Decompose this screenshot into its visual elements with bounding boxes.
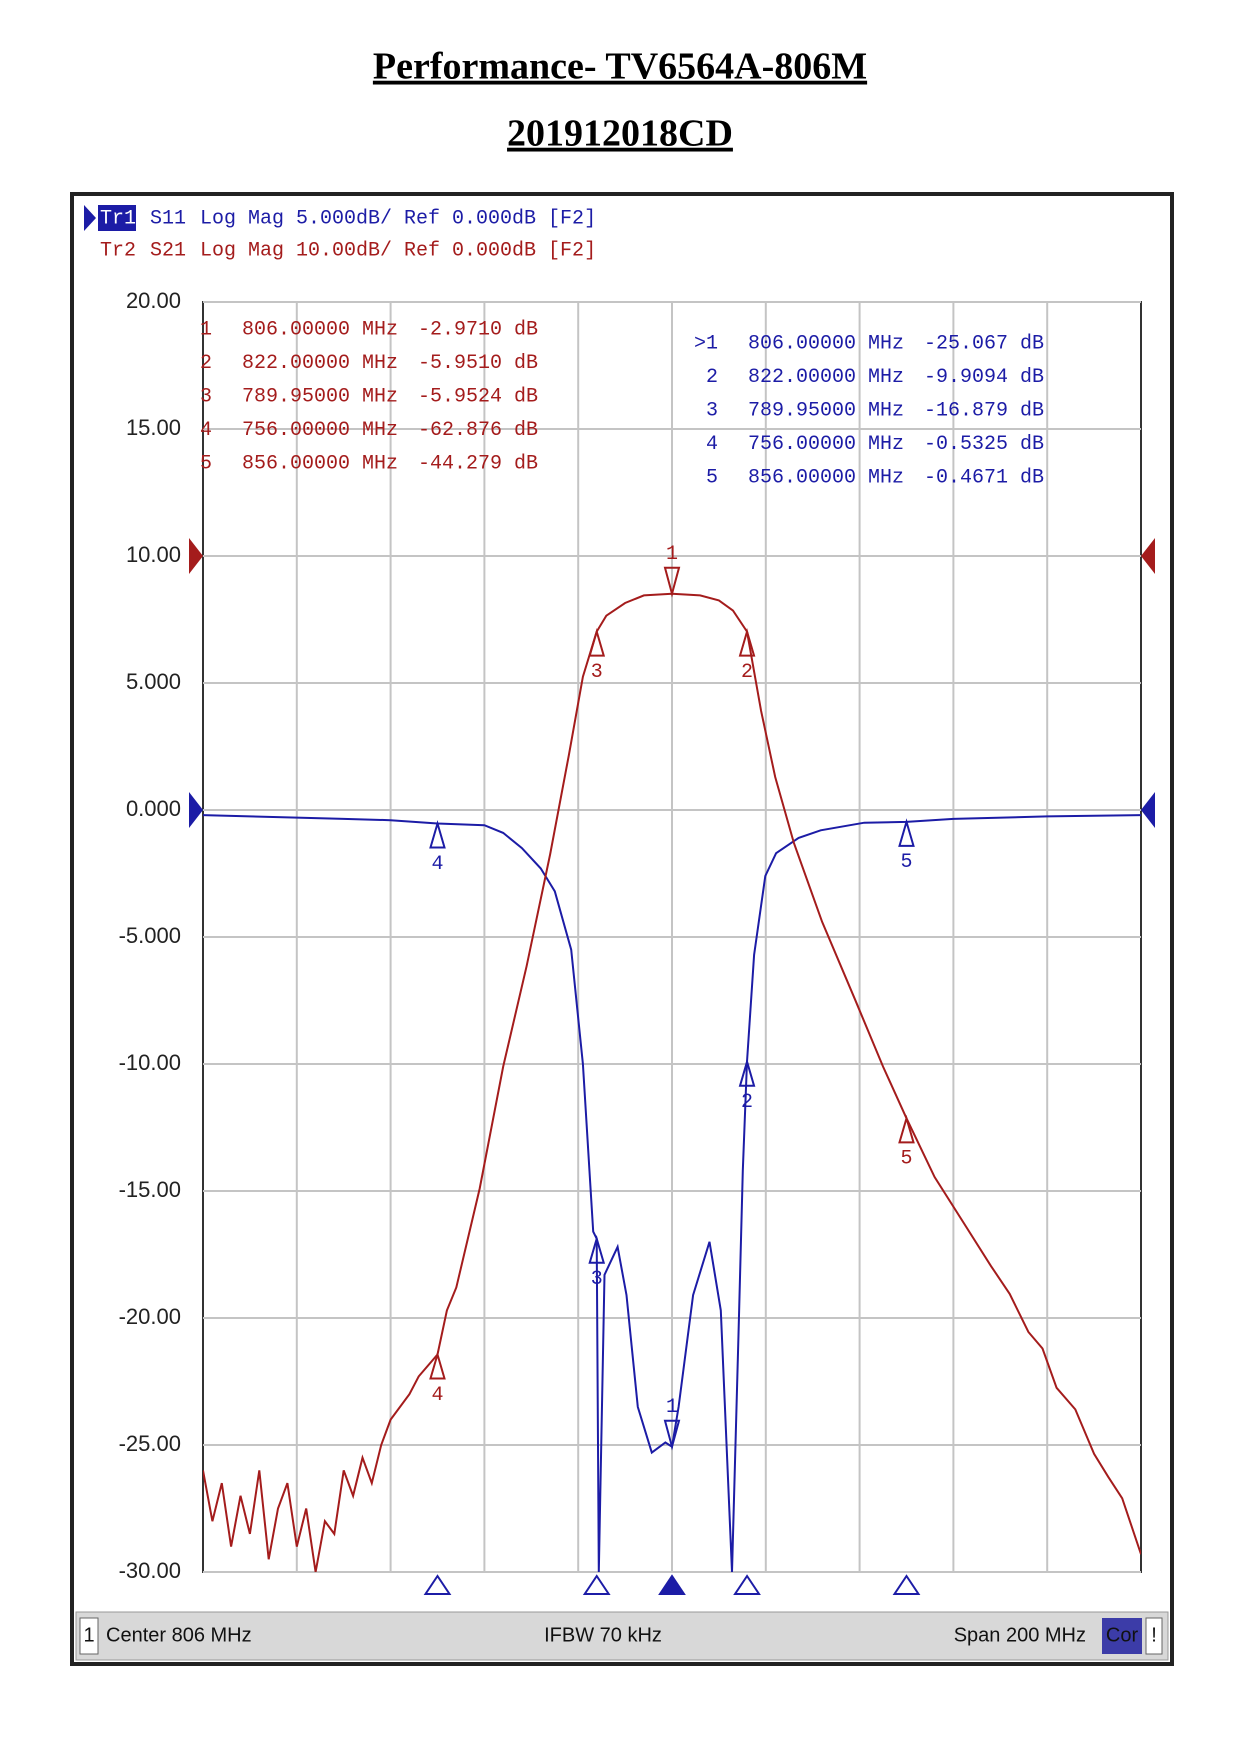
marker-triangle bbox=[588, 1235, 606, 1264]
marker-triangle bbox=[429, 819, 446, 849]
marker-table-value: -2.9710 dB bbox=[418, 318, 538, 341]
trace-format: Log Mag 5.000dB/ Ref 0.000dB [F2] bbox=[200, 207, 596, 230]
y-tick-label: -20.00 bbox=[119, 1304, 181, 1329]
marker-table-label: 1 bbox=[200, 318, 212, 341]
ref-marker-left bbox=[189, 538, 203, 574]
marker-table-freq: 856.00000 MHz bbox=[242, 452, 398, 475]
alert-box bbox=[1145, 1617, 1163, 1655]
y-tick-label: -5.000 bbox=[119, 923, 181, 948]
marker-table-value: -44.279 dB bbox=[418, 452, 538, 475]
marker-table-label: >1 bbox=[694, 332, 718, 355]
ifbw: IFBW 70 kHz bbox=[544, 1624, 662, 1646]
correction: Cor bbox=[1106, 1624, 1139, 1646]
trace-line bbox=[203, 592, 1141, 1572]
legend-name: S11 bbox=[150, 207, 186, 230]
correction-box bbox=[1102, 1618, 1142, 1654]
y-tick-label: -30.00 bbox=[119, 1558, 181, 1583]
marker-number: 4 bbox=[431, 853, 443, 876]
marker-number: 1 bbox=[666, 543, 678, 566]
stimulus-marker bbox=[582, 1574, 611, 1595]
y-tick-label: 10.00 bbox=[126, 542, 181, 567]
marker-table-label: 2 bbox=[200, 352, 212, 375]
marker-table-freq: 856.00000 MHz bbox=[748, 466, 904, 489]
ref-marker-right bbox=[1141, 538, 1155, 574]
stimulus-marker bbox=[733, 1574, 761, 1595]
marker-table-freq: 756.00000 MHz bbox=[748, 433, 904, 456]
stimulus-marker bbox=[892, 1574, 921, 1595]
marker-number: 2 bbox=[741, 661, 753, 684]
y-tick-label: -10.00 bbox=[119, 1050, 181, 1075]
span: Span 200 MHz bbox=[954, 1624, 1086, 1646]
marker-table-freq: 806.00000 MHz bbox=[242, 318, 398, 341]
title: Performance- TV6564A-806M bbox=[373, 46, 867, 88]
marker-triangle bbox=[738, 1058, 756, 1087]
marker-number: 4 bbox=[431, 1384, 443, 1407]
marker-table-label: 5 bbox=[706, 466, 718, 489]
channel-box bbox=[79, 1617, 99, 1655]
y-tick-label: -15.00 bbox=[119, 1177, 181, 1202]
marker-table-value: -5.9510 dB bbox=[418, 352, 538, 375]
active-trace-box bbox=[98, 205, 136, 231]
stimulus-marker bbox=[423, 1574, 452, 1595]
marker-triangle bbox=[898, 1114, 915, 1144]
marker-triangle bbox=[898, 818, 915, 847]
trace-line bbox=[203, 814, 1141, 1572]
marker-number: 5 bbox=[900, 1148, 912, 1171]
status-bar bbox=[75, 1611, 1169, 1661]
marker-number: 2 bbox=[741, 1091, 753, 1114]
alert: ! bbox=[1151, 1624, 1157, 1646]
y-tick-label: 20.00 bbox=[126, 288, 181, 313]
marker-table-freq: 806.00000 MHz bbox=[748, 332, 904, 355]
marker-triangle bbox=[663, 1419, 681, 1451]
marker-number: 3 bbox=[591, 1268, 603, 1291]
marker-table-freq: 789.95000 MHz bbox=[748, 399, 904, 422]
marker-table-freq: 822.00000 MHz bbox=[748, 366, 904, 389]
ref-marker-right bbox=[1141, 792, 1155, 828]
marker-triangle bbox=[588, 628, 606, 657]
marker-table-value: -9.9094 dB bbox=[924, 366, 1044, 389]
marker-number: 5 bbox=[900, 851, 912, 874]
marker-triangle bbox=[663, 566, 681, 598]
marker-table-label: 3 bbox=[706, 399, 718, 422]
center-frequency: Center 806 MHz bbox=[106, 1624, 252, 1646]
stimulus-marker bbox=[658, 1574, 686, 1595]
marker-table-freq: 756.00000 MHz bbox=[242, 419, 398, 442]
channel: 1 bbox=[83, 1624, 94, 1646]
marker-table-value: -16.879 dB bbox=[924, 399, 1044, 422]
legend-name: S21 bbox=[150, 239, 186, 262]
marker-table-label: 4 bbox=[200, 419, 212, 442]
marker-table-label: 5 bbox=[200, 452, 212, 475]
trace-id: Tr2 bbox=[100, 239, 136, 262]
marker-table-value: -0.4671 dB bbox=[924, 466, 1044, 489]
marker-table-label: 3 bbox=[200, 385, 212, 408]
trace-format: Log Mag 10.00dB/ Ref 0.000dB [F2] bbox=[200, 239, 596, 262]
subtitle: 201912018CD bbox=[507, 113, 733, 155]
marker-table-value: -0.5325 dB bbox=[924, 433, 1044, 456]
y-tick-label: 5.000 bbox=[126, 669, 181, 694]
y-tick-label: 15.00 bbox=[126, 415, 181, 440]
marker-table-label: 2 bbox=[706, 366, 718, 389]
marker-triangle bbox=[738, 628, 756, 657]
ref-marker-left bbox=[189, 792, 203, 828]
marker-number: 3 bbox=[591, 661, 603, 684]
active-trace-arrow bbox=[84, 205, 96, 231]
marker-table-value: -62.876 dB bbox=[418, 419, 538, 442]
marker-table-freq: 789.95000 MHz bbox=[242, 385, 398, 408]
marker-table-freq: 822.00000 MHz bbox=[242, 352, 398, 375]
marker-table-label: 4 bbox=[706, 433, 718, 456]
trace-id: Tr1 bbox=[100, 207, 136, 230]
marker-triangle bbox=[429, 1350, 446, 1380]
marker-table-value: -5.9524 dB bbox=[418, 385, 538, 408]
y-tick-label: 0.000 bbox=[126, 796, 181, 821]
marker-table-value: -25.067 dB bbox=[924, 332, 1044, 355]
y-tick-label: -25.00 bbox=[119, 1431, 181, 1456]
marker-number: 1 bbox=[666, 1396, 678, 1419]
